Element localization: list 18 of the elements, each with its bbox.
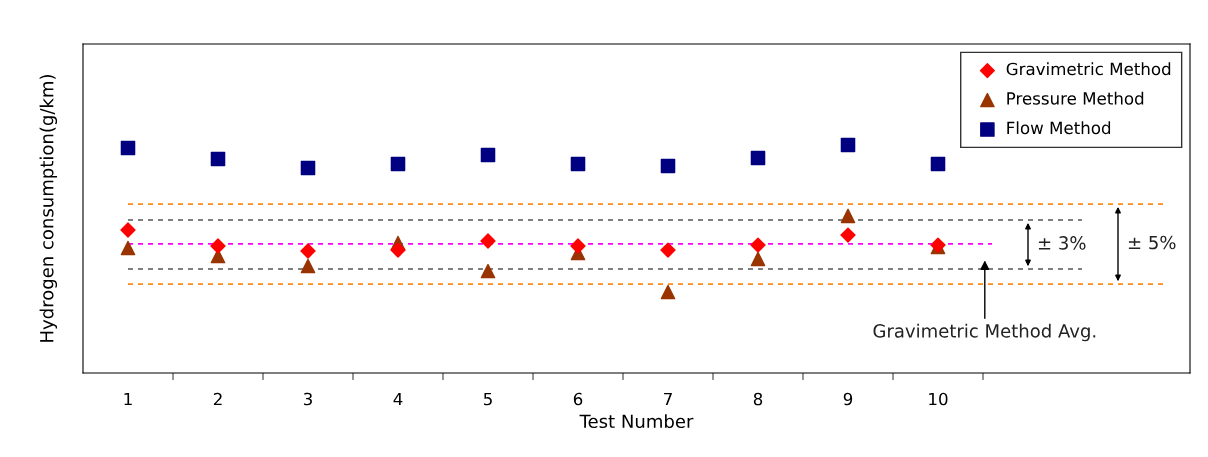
x-tick-label: 2: [213, 392, 222, 406]
x-tick-label: 10: [929, 392, 948, 406]
x-tick-label: 1: [124, 392, 132, 406]
x-tick-label: 3: [303, 392, 312, 406]
text: ± 3%: [1038, 236, 1086, 250]
x-tick-label: 6: [573, 392, 583, 406]
y-axis-title: Hydrogen consumption(g/km): [39, 74, 58, 342]
annotation: Gravimetric Method Avg.: [873, 323, 1096, 342]
x-tick-label: 5: [483, 392, 492, 406]
legend-label: Gravimetric Method: [1006, 62, 1171, 76]
legend-label: Flow Method: [1007, 121, 1111, 135]
x-tick-label: 4: [393, 392, 403, 406]
x-tick-label: 7: [664, 392, 672, 406]
x-tick-label: 9: [843, 392, 853, 406]
x-tick-label: 8: [753, 392, 763, 406]
legend-label: Pressure Method: [1007, 91, 1144, 105]
x-axis-title: Test Number: [579, 414, 694, 429]
text: ± 5%: [1128, 235, 1176, 250]
